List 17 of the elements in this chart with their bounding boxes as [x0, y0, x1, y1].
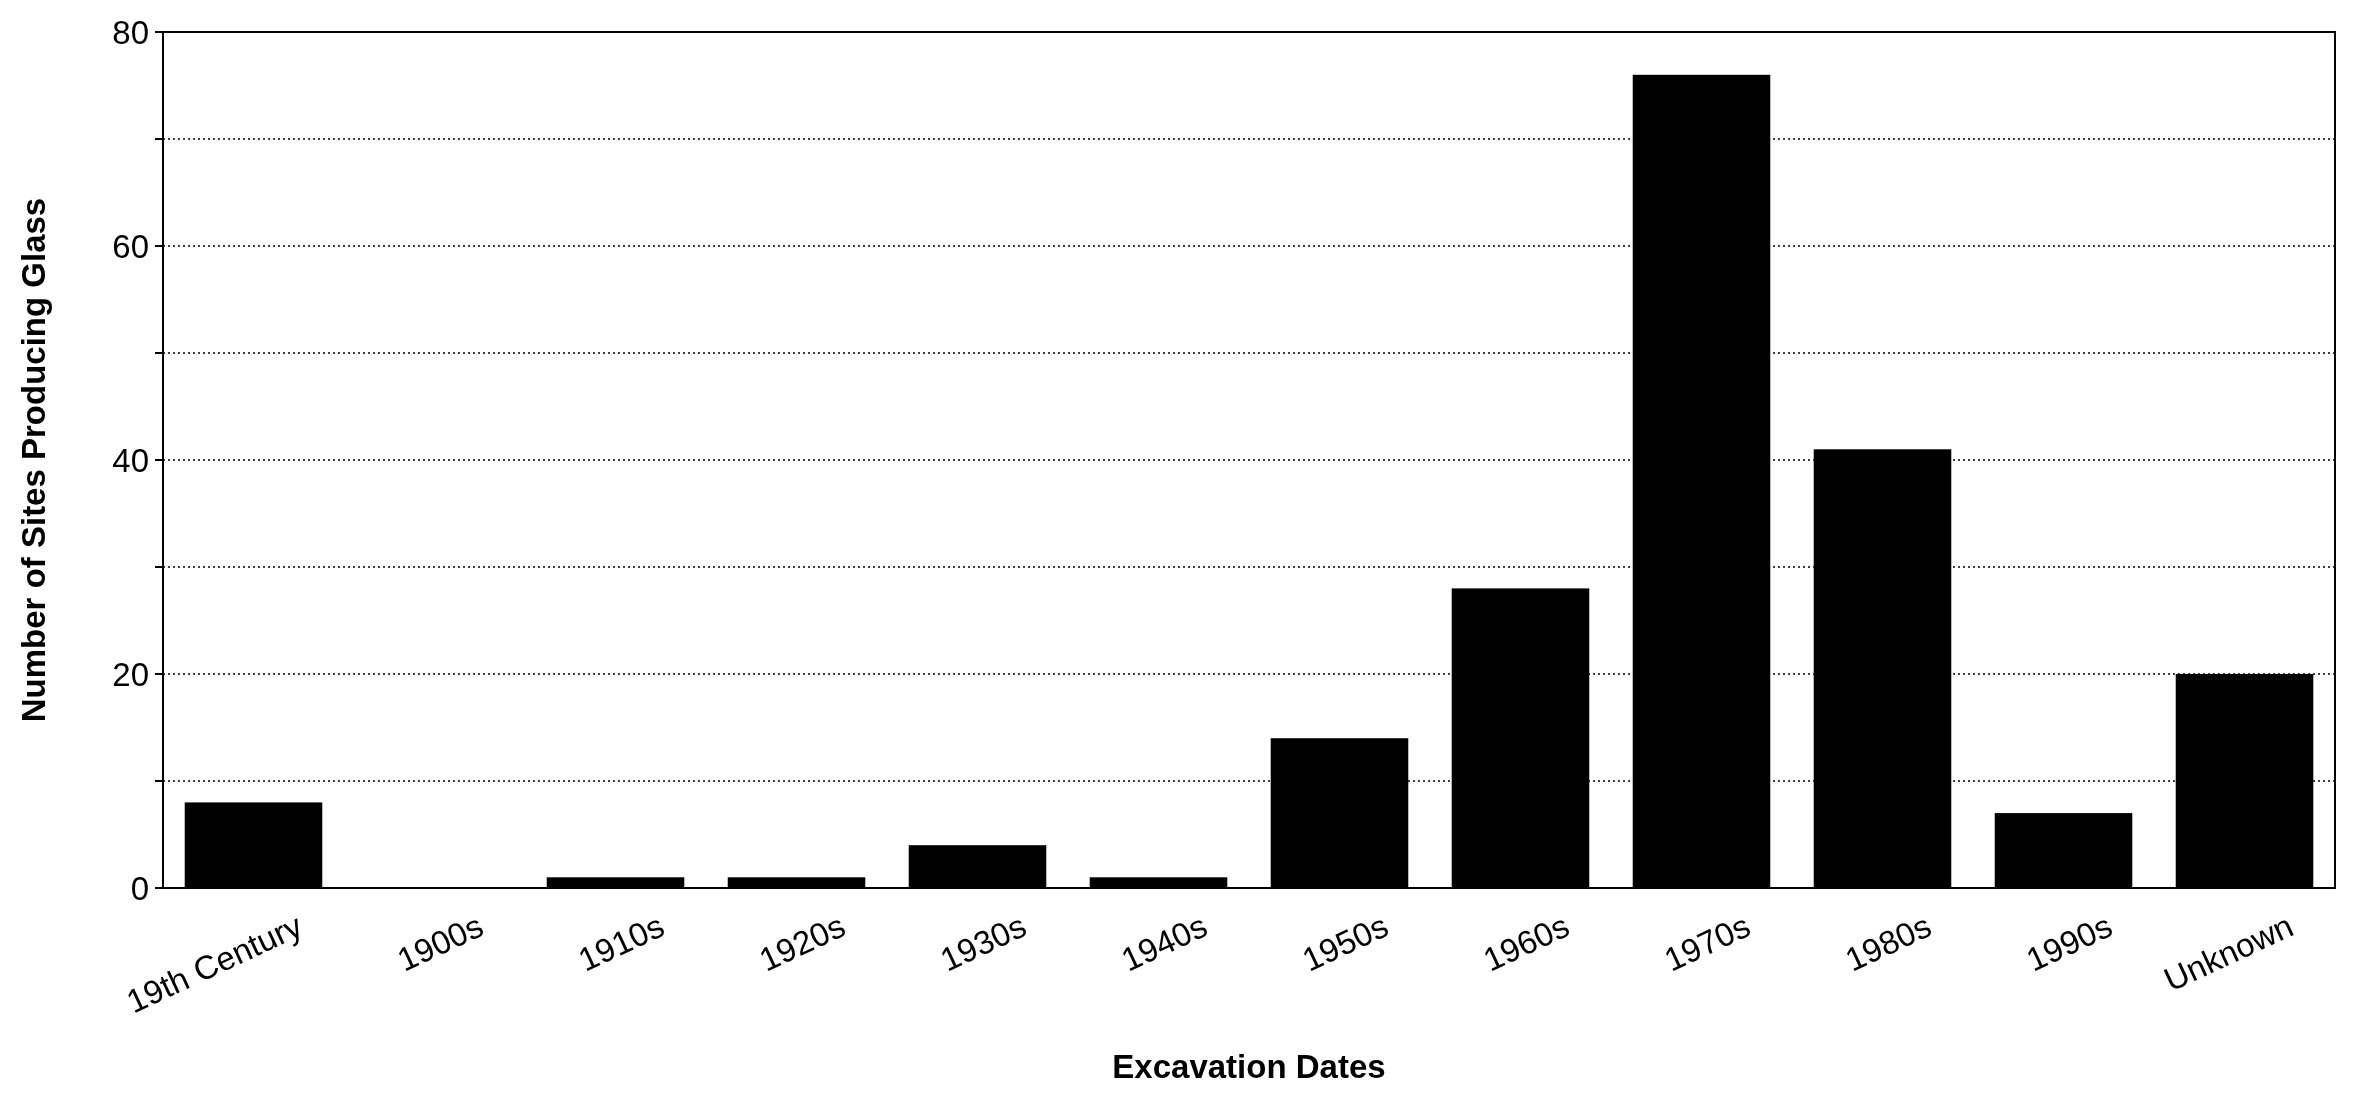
- y-tick-label: 20: [112, 655, 149, 693]
- x-tick-label: 1940s: [1115, 906, 1213, 979]
- x-tick-label: 1900s: [391, 906, 489, 979]
- x-tick-label: 1990s: [2020, 906, 2118, 979]
- x-tick-label: 1950s: [1296, 906, 1394, 979]
- x-tick-label: 1960s: [1477, 906, 1575, 979]
- y-tick-label: 0: [130, 869, 149, 907]
- y-tick-label: 40: [112, 441, 149, 479]
- x-tick-label: 1930s: [934, 906, 1032, 979]
- x-tick-label: 1910s: [572, 906, 670, 979]
- x-tick-label: 1920s: [753, 906, 851, 979]
- x-tick-label: 1970s: [1658, 906, 1756, 979]
- x-tick-label: 1980s: [1839, 906, 1937, 979]
- y-tick-label: 80: [112, 13, 149, 51]
- x-axis-title: Excavation Dates: [1112, 1048, 1386, 1085]
- y-axis-title: Number of Sites Producing Glass: [15, 197, 52, 723]
- y-tick-label: 60: [112, 227, 149, 265]
